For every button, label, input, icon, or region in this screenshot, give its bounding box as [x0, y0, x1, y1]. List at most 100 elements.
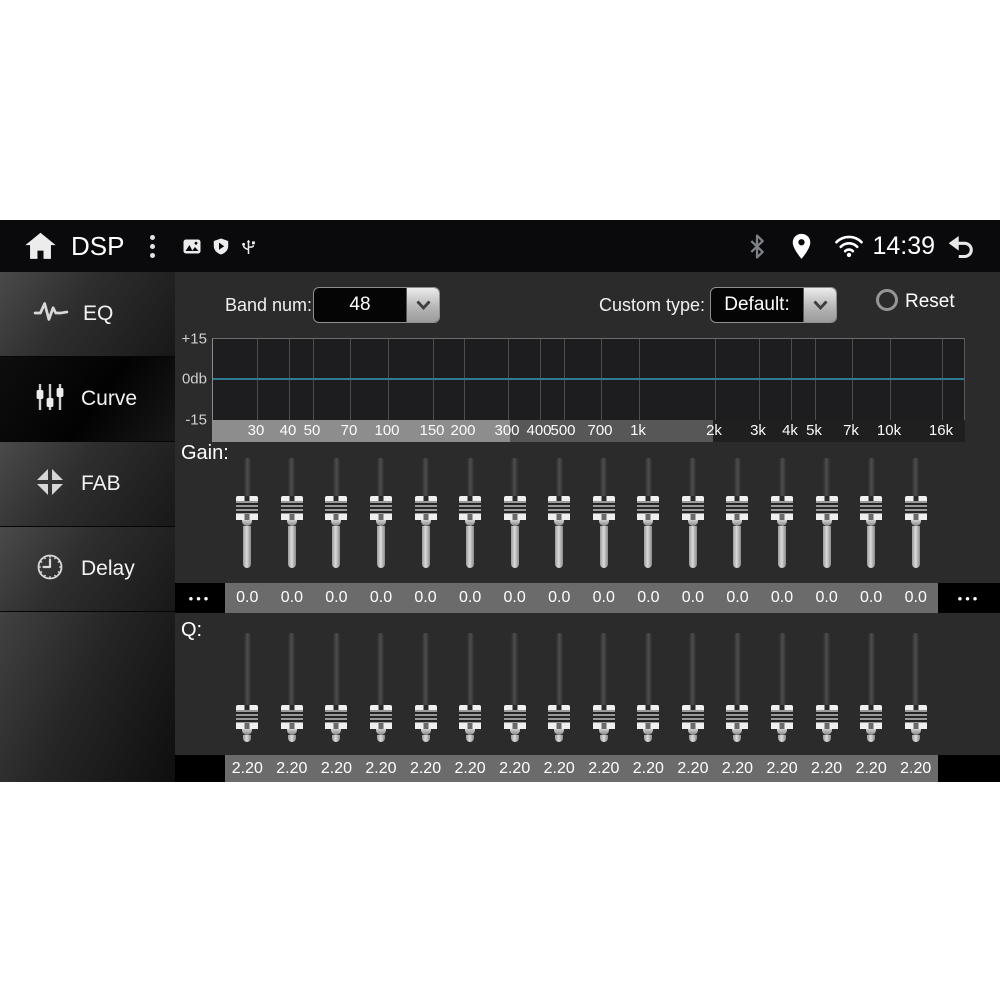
fader-thumb[interactable]: [681, 705, 704, 735]
q-value: 2.20: [276, 760, 308, 777]
q-fader-16[interactable]: [904, 633, 928, 742]
fader-thumb[interactable]: [503, 705, 526, 735]
q-fader-6[interactable]: [458, 633, 482, 742]
fader-thumb[interactable]: [904, 496, 927, 526]
fader-thumb[interactable]: [904, 705, 927, 735]
gain-fader-11[interactable]: [681, 458, 705, 568]
gain-fader-14[interactable]: [815, 458, 839, 568]
gain-fader-6[interactable]: [458, 458, 482, 568]
sidebar-item-label: Curve: [81, 387, 138, 410]
fader-thumb[interactable]: [280, 496, 303, 526]
gain-fader-7[interactable]: [503, 458, 527, 568]
fader-thumb[interactable]: [726, 705, 749, 735]
fader-thumb[interactable]: [548, 705, 571, 735]
fader-thumb[interactable]: [459, 705, 482, 735]
q-fader-5[interactable]: [414, 633, 438, 742]
gain-more-left-button[interactable]: •••: [175, 583, 225, 613]
fader-thumb[interactable]: [414, 705, 437, 735]
fader-thumb[interactable]: [815, 496, 838, 526]
fader-track-bottom: [733, 526, 742, 568]
fader-thumb[interactable]: [726, 496, 749, 526]
q-fader-9[interactable]: [592, 633, 616, 742]
sidebar-item-fab[interactable]: FAB: [0, 442, 175, 527]
gain-value: 0.0: [369, 589, 393, 606]
freq-tick-label: 4k: [782, 422, 798, 439]
freq-tick-label: 400: [526, 422, 552, 439]
chevron-down-icon[interactable]: [406, 288, 439, 322]
q-more-right-button[interactable]: [938, 755, 1000, 782]
fader-thumb[interactable]: [771, 496, 794, 526]
q-fader-8[interactable]: [547, 633, 571, 742]
frequency-axis-zone-mid: [510, 420, 713, 442]
custom-type-dropdown[interactable]: Default:: [710, 287, 837, 323]
reset-radio[interactable]: [876, 289, 898, 311]
fader-thumb[interactable]: [280, 705, 303, 735]
gain-fader-4[interactable]: [369, 458, 393, 568]
q-fader-12[interactable]: [725, 633, 749, 742]
fader-thumb[interactable]: [414, 496, 437, 526]
q-fader-11[interactable]: [681, 633, 705, 742]
back-icon[interactable]: [945, 233, 976, 259]
fader-track-bottom: [466, 735, 475, 742]
q-fader-15[interactable]: [859, 633, 883, 742]
fader-track-bottom: [466, 526, 475, 568]
q-fader-10[interactable]: [636, 633, 660, 742]
sidebar-item-delay[interactable]: Delay: [0, 527, 175, 612]
fader-thumb[interactable]: [236, 705, 259, 735]
gain-fader-9[interactable]: [592, 458, 616, 568]
q-fader-4[interactable]: [369, 633, 393, 742]
reset-label[interactable]: Reset: [905, 291, 955, 312]
band-num-dropdown[interactable]: 48: [313, 287, 440, 323]
fader-thumb[interactable]: [637, 705, 660, 735]
home-icon[interactable]: [24, 231, 57, 262]
gain-fader-12[interactable]: [725, 458, 749, 568]
fader-thumb[interactable]: [325, 705, 348, 735]
chevron-down-icon[interactable]: [803, 288, 836, 322]
fader-thumb[interactable]: [325, 496, 348, 526]
fader-track-bottom: [332, 526, 341, 568]
fader-track-bottom: [822, 735, 831, 742]
q-fader-2[interactable]: [280, 633, 304, 742]
fader-thumb[interactable]: [548, 496, 571, 526]
fader-track-top: [778, 633, 786, 705]
fader-thumb[interactable]: [860, 496, 883, 526]
overflow-menu-icon[interactable]: [150, 234, 156, 258]
fader-thumb[interactable]: [592, 496, 615, 526]
q-faders: [225, 633, 938, 742]
gain-fader-15[interactable]: [859, 458, 883, 568]
gain-fader-8[interactable]: [547, 458, 571, 568]
gain-fader-3[interactable]: [324, 458, 348, 568]
fader-thumb[interactable]: [503, 496, 526, 526]
gain-value: 0.0: [726, 589, 749, 606]
gain-fader-13[interactable]: [770, 458, 794, 568]
q-fader-14[interactable]: [815, 633, 839, 742]
gain-fader-2[interactable]: [280, 458, 304, 568]
fader-thumb[interactable]: [815, 705, 838, 735]
q-value: 2.20: [766, 760, 798, 777]
gain-fader-16[interactable]: [904, 458, 928, 568]
q-fader-7[interactable]: [503, 633, 527, 742]
gain-fader-10[interactable]: [636, 458, 660, 568]
q-more-left-button[interactable]: [175, 755, 225, 782]
fader-thumb[interactable]: [369, 705, 392, 735]
q-fader-13[interactable]: [770, 633, 794, 742]
fader-track-top: [466, 633, 474, 705]
fader-thumb[interactable]: [236, 496, 259, 526]
fader-track-top: [466, 458, 474, 496]
fader-thumb[interactable]: [681, 496, 704, 526]
fader-thumb[interactable]: [369, 496, 392, 526]
sidebar-item-eq[interactable]: EQ: [0, 272, 175, 357]
q-fader-1[interactable]: [235, 633, 259, 742]
fader-thumb[interactable]: [771, 705, 794, 735]
sidebar-item-curve[interactable]: Curve: [0, 357, 175, 442]
q-fader-3[interactable]: [324, 633, 348, 742]
y-axis-label-min: -15: [185, 411, 207, 429]
fader-thumb[interactable]: [637, 496, 660, 526]
fader-thumb[interactable]: [592, 705, 615, 735]
gain-more-right-button[interactable]: •••: [938, 583, 1000, 613]
fader-thumb[interactable]: [459, 496, 482, 526]
fader-track-bottom: [510, 526, 519, 568]
gain-fader-5[interactable]: [414, 458, 438, 568]
gain-fader-1[interactable]: [235, 458, 259, 568]
fader-thumb[interactable]: [860, 705, 883, 735]
